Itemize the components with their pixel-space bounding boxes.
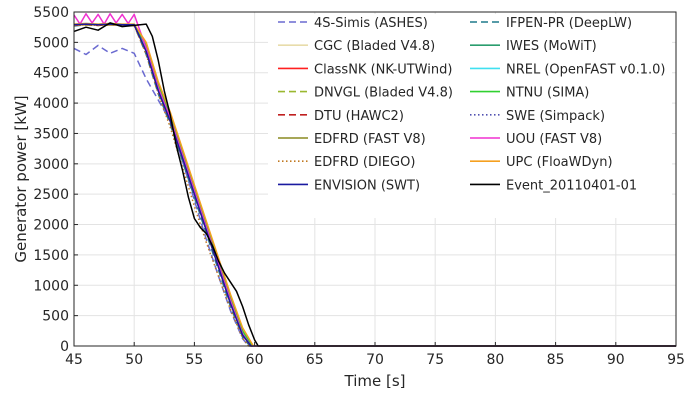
- legend-label: DNVGL (Bladed V4.8): [314, 86, 453, 101]
- y-tick-label: 5500: [33, 5, 69, 21]
- y-tick-label: 4000: [33, 96, 69, 112]
- x-tick-label: 65: [306, 352, 324, 368]
- y-tick-label: 1500: [33, 248, 69, 264]
- x-tick-label: 45: [65, 352, 83, 368]
- legend-label: ClassNK (NK-UTWind): [314, 62, 452, 77]
- x-axis-ticks: 45 50 55 60 65 70 75 80 85 90 95: [65, 342, 685, 368]
- x-tick-label: 70: [366, 352, 384, 368]
- y-tick-label: 2000: [33, 218, 69, 234]
- y-tick-label: 500: [42, 309, 69, 325]
- x-tick-label: 90: [607, 352, 625, 368]
- series-line: [73, 13, 676, 347]
- y-tick-label: 3000: [33, 157, 69, 173]
- legend-label: NREL (OpenFAST v0.1.0): [506, 62, 666, 77]
- legend: 4S-Simis (ASHES) IFPEN-PR (DeepLW) CGC (Bl…: [268, 14, 672, 218]
- y-tick-label: 3500: [33, 126, 69, 142]
- y-tick-label: 5000: [33, 35, 69, 51]
- legend-label: SWE (Simpack): [506, 109, 605, 124]
- y-tick-label: 4500: [33, 66, 69, 82]
- legend-label: IWES (MoWiT): [506, 39, 597, 54]
- x-tick-label: 95: [667, 352, 685, 368]
- legend-label: CGC (Bladed V4.8): [314, 39, 435, 54]
- x-tick-label: 75: [426, 352, 444, 368]
- y-tick-label: 0: [60, 339, 69, 355]
- legend-label: NTNU (SIMA): [506, 86, 589, 101]
- legend-label: EDFRD (FAST V8): [314, 132, 426, 147]
- x-tick-label: 80: [486, 352, 504, 368]
- y-axis-label: Generator power [kW]: [12, 95, 30, 262]
- legend-label: ENVISION (SWT): [314, 178, 420, 193]
- legend-label: DTU (HAWC2): [314, 109, 404, 124]
- x-tick-label: 50: [125, 352, 143, 368]
- y-tick-label: 2500: [33, 187, 69, 203]
- y-axis-ticks: 0 500 1000 1500 2000 2500 3000 3500 4000 4500 5000…: [33, 5, 78, 355]
- x-tick-label: 85: [547, 352, 565, 368]
- legend-label: EDFRD (DIEGO): [314, 155, 415, 170]
- x-tick-label: 55: [185, 352, 203, 368]
- legend-label: IFPEN-PR (DeepLW): [506, 16, 632, 31]
- y-tick-label: 1000: [33, 278, 69, 294]
- series-line: [73, 22, 676, 347]
- series-lines: [73, 13, 676, 347]
- legend-label: UOU (FAST V8): [506, 132, 602, 147]
- legend-label: 4S-Simis (ASHES): [314, 16, 428, 31]
- legend-label: UPC (FloaWDyn): [506, 155, 613, 170]
- legend-label: Event_20110401-01: [506, 178, 637, 193]
- x-tick-label: 60: [246, 352, 264, 368]
- x-axis-label: Time [s]: [344, 372, 406, 390]
